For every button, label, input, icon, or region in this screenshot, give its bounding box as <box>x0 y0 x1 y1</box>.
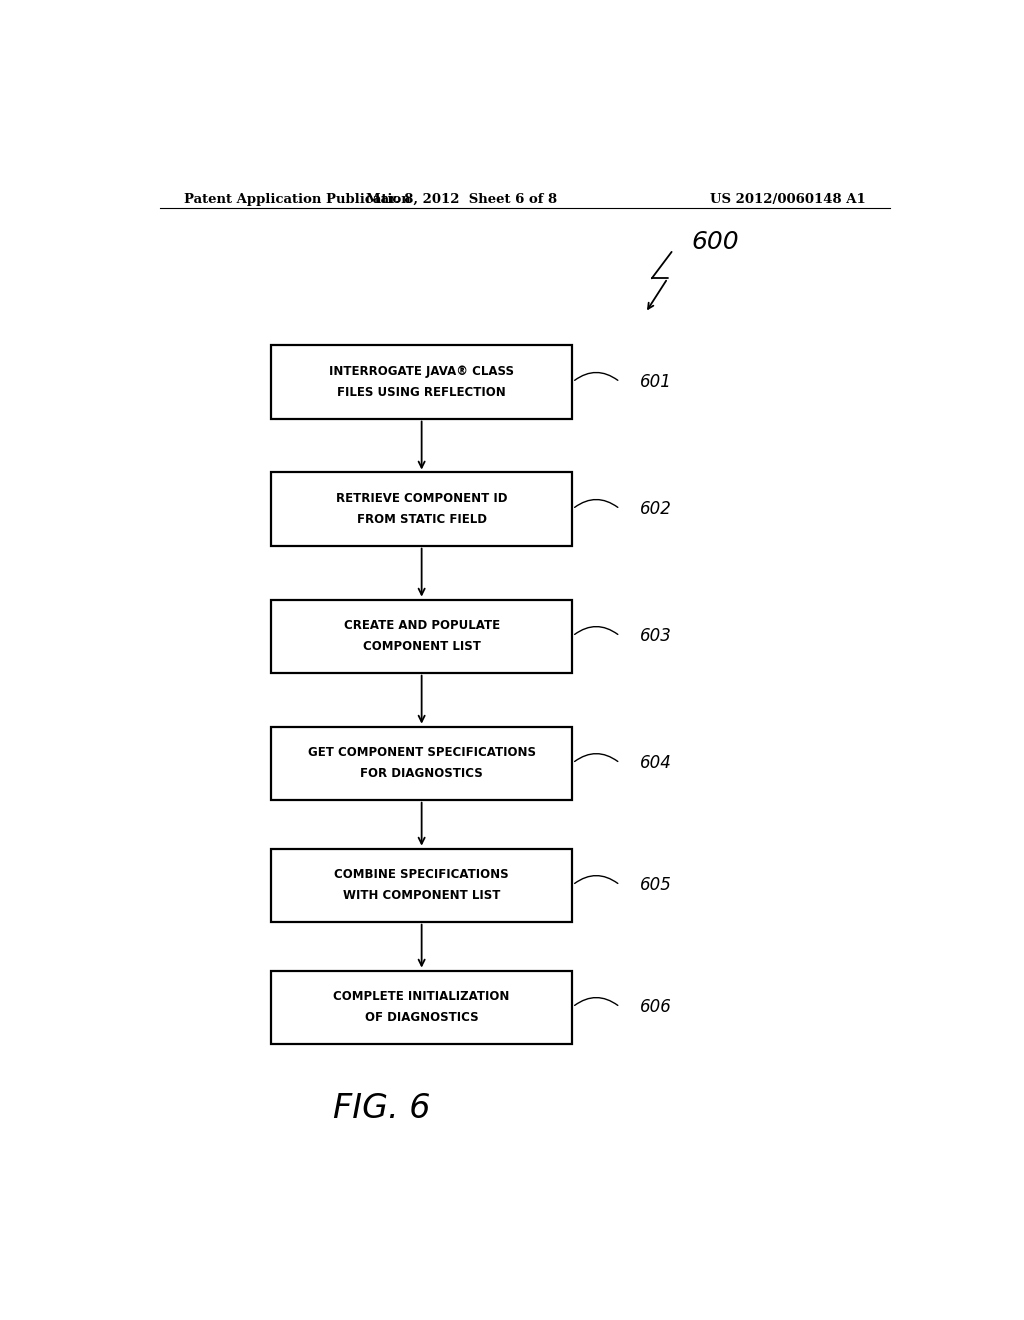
Bar <box>270 726 572 800</box>
Text: 605: 605 <box>640 876 672 894</box>
Bar <box>270 599 572 673</box>
Bar <box>270 849 572 921</box>
Bar <box>270 346 572 418</box>
Text: FIG. 6: FIG. 6 <box>333 1092 431 1125</box>
Bar <box>270 970 572 1044</box>
Text: COMPLETE INITIALIZATION: COMPLETE INITIALIZATION <box>334 990 510 1003</box>
Text: FOR DIAGNOSTICS: FOR DIAGNOSTICS <box>360 767 483 780</box>
Text: 604: 604 <box>640 754 672 772</box>
Text: 606: 606 <box>640 998 672 1016</box>
Bar <box>270 473 572 545</box>
Text: Patent Application Publication: Patent Application Publication <box>183 193 411 206</box>
Text: Mar. 8, 2012  Sheet 6 of 8: Mar. 8, 2012 Sheet 6 of 8 <box>366 193 557 206</box>
Text: 602: 602 <box>640 500 672 517</box>
Text: FILES USING REFLECTION: FILES USING REFLECTION <box>337 385 506 399</box>
Text: CREATE AND POPULATE: CREATE AND POPULATE <box>344 619 500 632</box>
Text: 600: 600 <box>691 230 739 253</box>
Text: OF DIAGNOSTICS: OF DIAGNOSTICS <box>365 1011 478 1024</box>
Text: US 2012/0060148 A1: US 2012/0060148 A1 <box>711 193 866 206</box>
Text: COMPONENT LIST: COMPONENT LIST <box>362 640 480 653</box>
Text: 601: 601 <box>640 374 672 391</box>
Text: 603: 603 <box>640 627 672 645</box>
Text: GET COMPONENT SPECIFICATIONS: GET COMPONENT SPECIFICATIONS <box>307 747 536 759</box>
Text: FROM STATIC FIELD: FROM STATIC FIELD <box>356 512 486 525</box>
Text: WITH COMPONENT LIST: WITH COMPONENT LIST <box>343 888 501 902</box>
Text: COMBINE SPECIFICATIONS: COMBINE SPECIFICATIONS <box>334 869 509 882</box>
Text: RETRIEVE COMPONENT ID: RETRIEVE COMPONENT ID <box>336 492 507 506</box>
Text: INTERROGATE JAVA® CLASS: INTERROGATE JAVA® CLASS <box>329 366 514 379</box>
